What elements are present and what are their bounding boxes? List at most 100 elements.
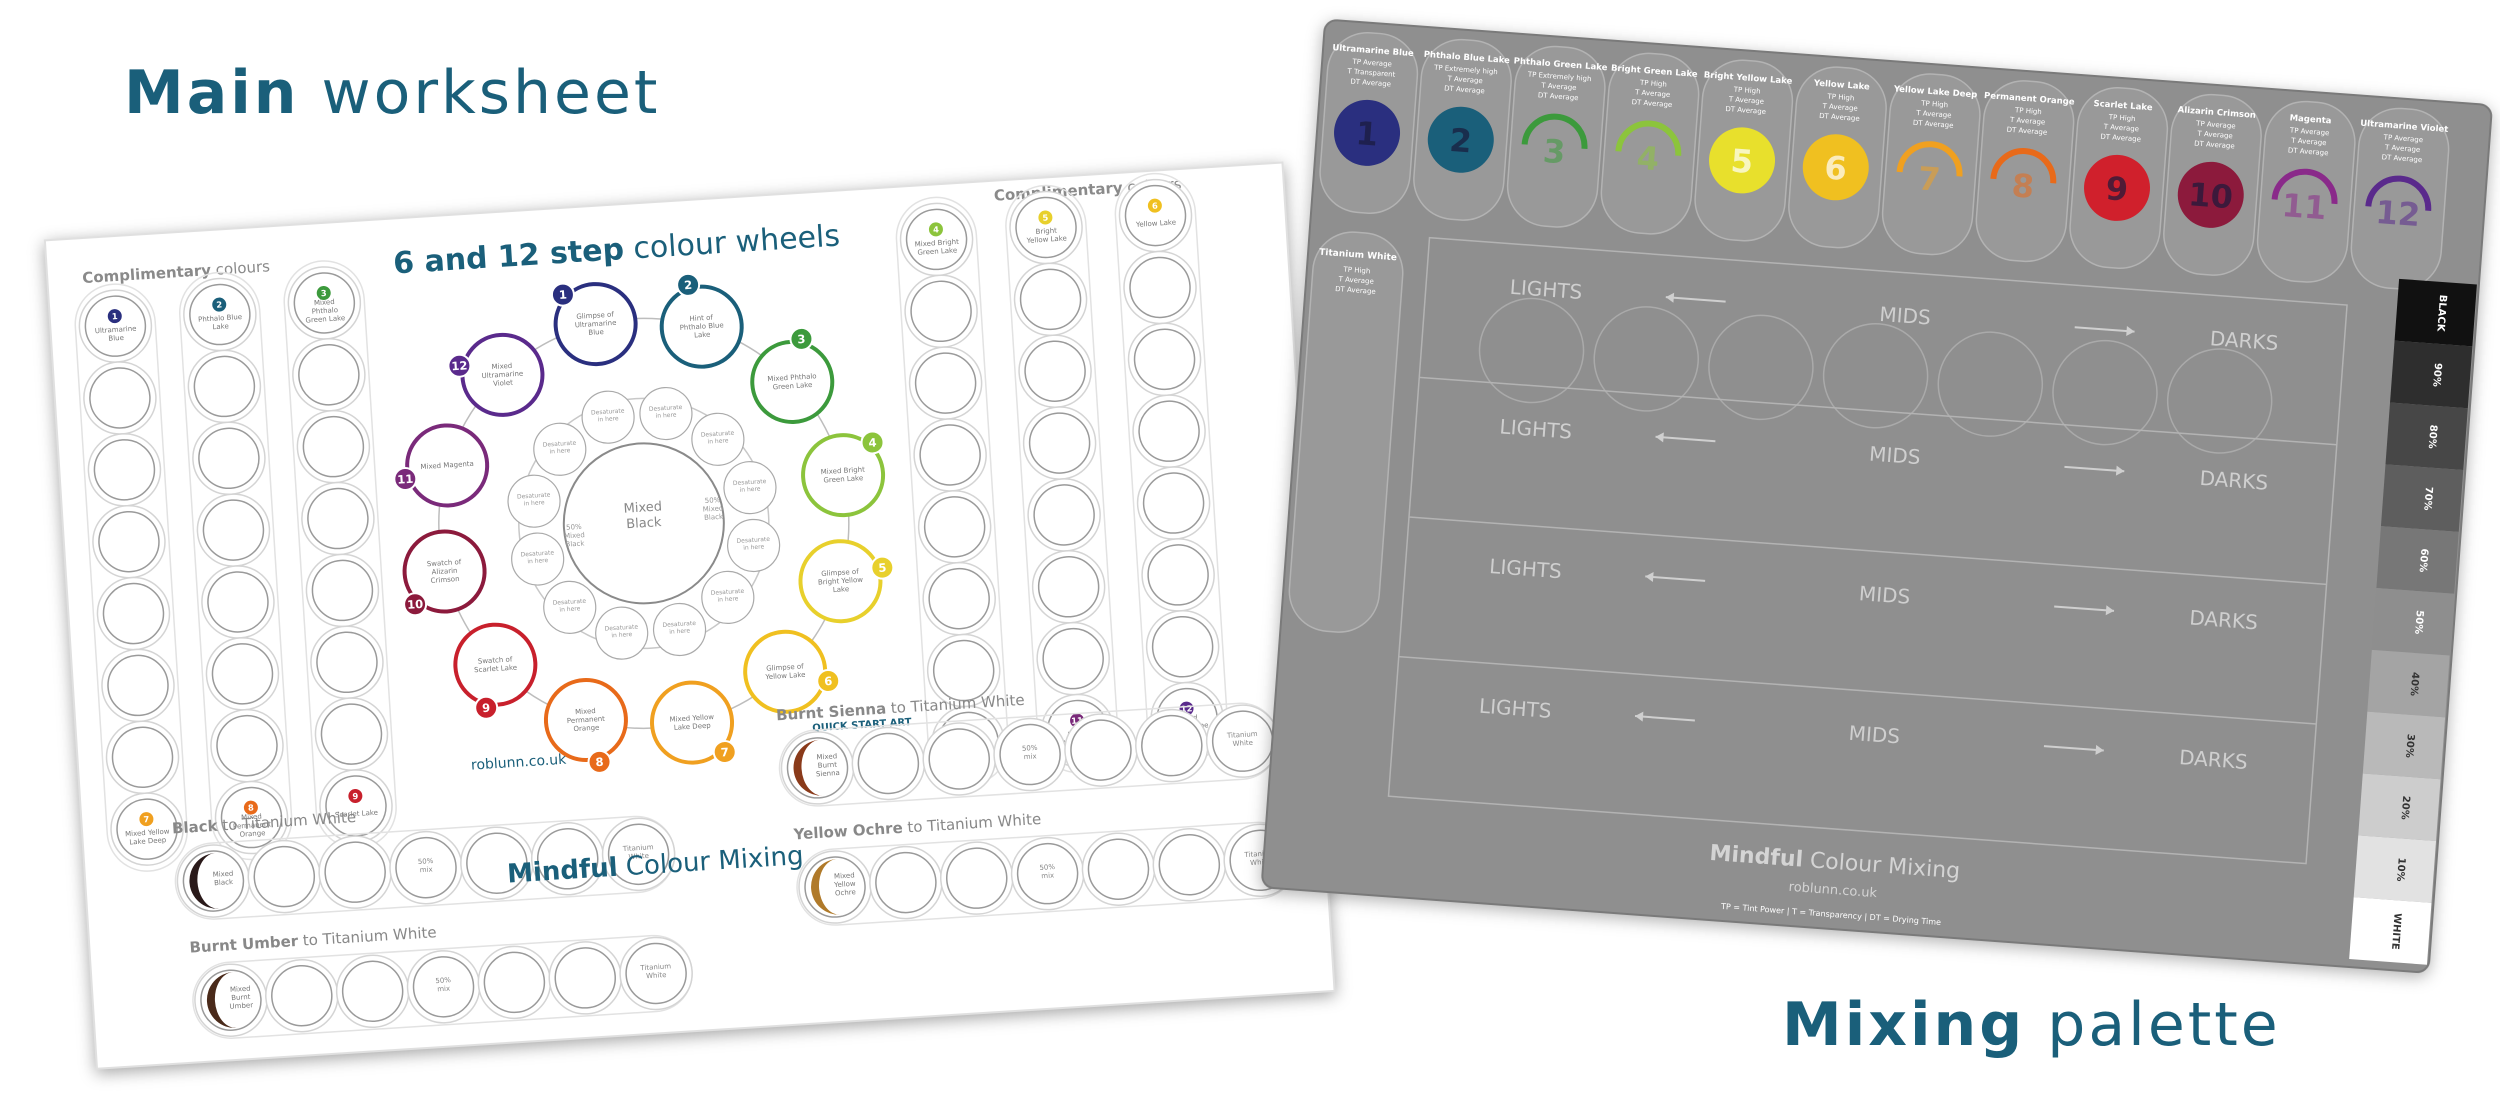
swatch-label: Mixed	[702, 504, 723, 513]
swatch-label: Bright	[1035, 227, 1057, 236]
colour-wheel: MixedBlack50%MixedBlack50%MixedBlackDesa…	[393, 272, 895, 774]
arrow-left-icon	[1645, 575, 1706, 582]
swatch-label: Mixed	[241, 813, 262, 822]
swatch-label: White	[1250, 858, 1271, 867]
number-badge: 12	[447, 353, 472, 378]
swatch-label: Glimpse of	[766, 662, 804, 672]
badge-number: 2	[216, 299, 223, 309]
arrow-right-icon	[2054, 605, 2115, 612]
swatch-label: in here	[717, 595, 739, 603]
grey-label: 10%	[2394, 857, 2407, 882]
number-badge: 5	[870, 555, 895, 580]
paint-number: 10	[2187, 175, 2234, 216]
paint-number: 7	[1917, 159, 1942, 199]
swatch-circle	[201, 565, 275, 639]
paint-t: T Average	[2009, 116, 2046, 127]
mixed-arc-icon	[1521, 113, 1588, 150]
black-tint-row: Black to Titanium WhiteMixedBlack50%mixT…	[171, 808, 676, 920]
swatch-circle	[310, 625, 384, 700]
paint-t: T Average	[2196, 130, 2233, 141]
grey-label: WHITE	[2389, 913, 2403, 951]
paint-dt: DT Average	[1350, 78, 1391, 89]
crescent-icon	[811, 858, 841, 915]
swatch-label: in here	[707, 437, 729, 445]
brand-text: roblunn.co.uk	[471, 752, 568, 774]
paint-name: Yellow Lake	[1813, 78, 1871, 92]
paint-dt: DT Average	[1335, 285, 1376, 296]
paint-number: 5	[1729, 142, 1754, 182]
swatch-label: Black	[565, 539, 585, 548]
swatch-label: Yellow Lake	[1026, 234, 1067, 245]
swatch-label: Black	[626, 515, 663, 532]
grey-label: 50%	[2412, 610, 2425, 635]
swatch-circle	[389, 830, 463, 905]
swatch-label: Burnt	[818, 761, 838, 770]
swatch-label: White	[628, 852, 649, 861]
arrow-left-icon	[1655, 435, 1716, 443]
main-worksheet-heading: Main worksheet	[124, 58, 660, 128]
swatch-circle	[1027, 478, 1101, 552]
swatch-circle	[851, 726, 926, 801]
swatch-label: Crimson	[430, 575, 459, 585]
grey-label: 90%	[2430, 363, 2443, 388]
swatch-label: Mixed Bright	[821, 466, 866, 477]
swatch-circle	[296, 409, 371, 484]
swatch-label: Ultramarine	[481, 370, 523, 381]
badge-number: 5	[878, 561, 887, 575]
grey-label: 30%	[2403, 734, 2416, 759]
swatch-label: 50%	[1022, 744, 1038, 753]
grey-swatch: BLACK	[2394, 278, 2477, 347]
number-badge: 8	[241, 798, 260, 817]
swatch-circle	[460, 826, 534, 900]
mixing-well	[1937, 331, 2044, 437]
number-badge: 6	[816, 668, 841, 693]
swatch-label: Umber	[229, 1001, 253, 1010]
swatch-label: White	[646, 971, 667, 980]
badge-number: 5	[1042, 212, 1049, 222]
mixed-arc-icon	[2271, 168, 2338, 205]
swatch-label: Mixed Yellow	[125, 828, 170, 839]
swatch-label: Orange	[239, 829, 265, 839]
swatch-label: mix	[1024, 752, 1037, 761]
swatch-label: in here	[743, 543, 765, 551]
mids-label: MIDS	[1848, 721, 1901, 749]
number-badge: 9	[474, 695, 499, 720]
swatch-label: Mixed	[834, 871, 855, 880]
paint-swatch	[1427, 106, 1494, 173]
grey-label: 70%	[2421, 486, 2434, 511]
swatch-label: Mixed	[564, 531, 585, 540]
swatch-label: Mixed	[212, 870, 233, 879]
swatch-circle	[869, 845, 943, 920]
number-badge: 9	[346, 786, 365, 805]
swatch-label: in here	[559, 605, 581, 613]
swatch-label: Violet	[493, 379, 514, 388]
swatch-label: Lake	[833, 585, 850, 594]
mixed-arc-icon	[1896, 141, 1963, 177]
grey-label: 80%	[2426, 424, 2439, 449]
swatch-circle	[305, 553, 380, 628]
paint-dt: DT Average	[2100, 133, 2141, 144]
arrow-right-icon	[2043, 745, 2104, 752]
arrow-left-icon	[1665, 296, 1726, 303]
swatch-circle	[1152, 828, 1227, 902]
number-badge: 2	[210, 295, 229, 314]
swatch-label: Mixed Phthalo	[767, 372, 817, 383]
swatch-label: Green Lake	[772, 381, 812, 391]
swatch-circle	[247, 839, 322, 914]
swatch-label: Yellow	[833, 880, 856, 889]
swatch-circle	[1009, 190, 1083, 265]
swatch-circle	[187, 349, 262, 424]
swatch-label: Green Lake	[305, 314, 345, 324]
grey-swatch: 50%	[2371, 588, 2455, 656]
burnt-sienna-tint-row: Burnt Sienna to Titanium WhiteMixedBurnt…	[776, 691, 1280, 807]
